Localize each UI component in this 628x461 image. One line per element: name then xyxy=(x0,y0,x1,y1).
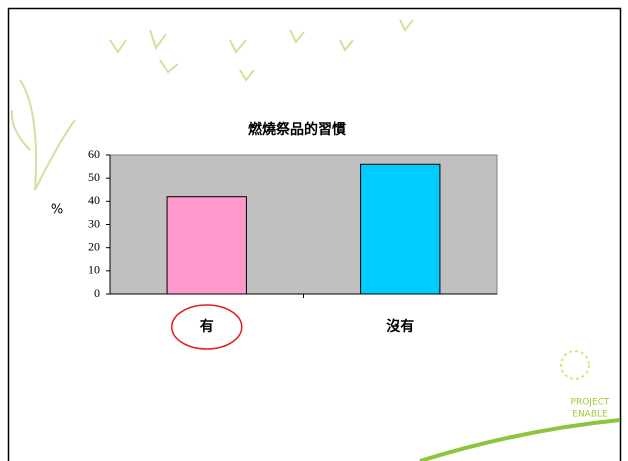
logo-text: ENABLE xyxy=(572,410,608,420)
y-tick-label: 50 xyxy=(88,170,100,184)
y-tick-label: 60 xyxy=(88,147,100,161)
y-tick-label: 10 xyxy=(88,263,100,277)
y-tick-label: 20 xyxy=(88,239,100,253)
y-tick-label: 40 xyxy=(88,193,100,207)
slide: PROJECT ENABLE 燃燒祭品的習慣 % 0 10 20 30 40 50 60 有 沒… xyxy=(0,0,628,461)
chart-title: 燃燒祭品的習慣 xyxy=(248,121,346,138)
y-axis-label: % xyxy=(51,203,63,218)
logo-text: PROJECT xyxy=(571,398,610,408)
x-tick-label: 沒有 xyxy=(386,318,414,335)
swoosh xyxy=(420,420,620,461)
y-tick-label: 30 xyxy=(88,216,100,230)
logo-mark xyxy=(561,351,589,379)
bar xyxy=(361,164,440,294)
bar xyxy=(167,197,246,294)
x-tick-label: 有 xyxy=(200,318,214,335)
y-tick-label: 0 xyxy=(94,286,100,300)
